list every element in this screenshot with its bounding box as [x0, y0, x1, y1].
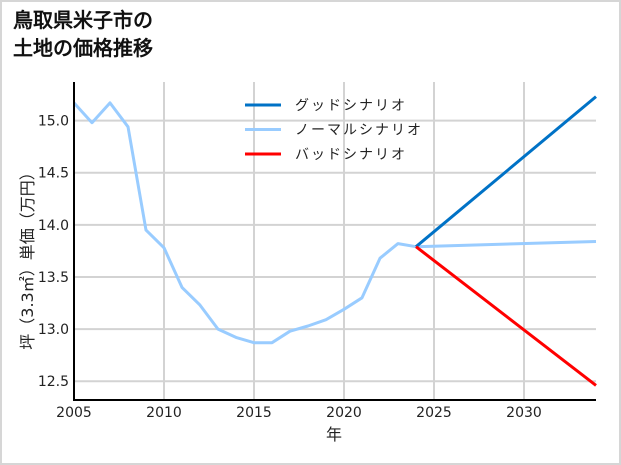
y-tick-label: 15.0 — [38, 114, 69, 130]
chart-title: 鳥取県米子市の 土地の価格推移 — [13, 6, 153, 62]
legend-label: グッドシナリオ — [295, 98, 407, 114]
series-lines — [72, 95, 597, 387]
axes — [73, 82, 596, 401]
y-tick-label: 14.5 — [38, 166, 69, 182]
y-axis-label: 坪（3.3㎡）単価（万円） — [18, 164, 37, 349]
series-line — [415, 245, 597, 387]
y-tick-label: 13.5 — [38, 270, 69, 286]
chart-title-line-2: 土地の価格推移 — [13, 36, 153, 60]
series-line — [415, 95, 597, 248]
grid-lines — [74, 82, 596, 400]
x-tick-label: 2005 — [56, 405, 92, 421]
y-tick-label: 13.0 — [38, 322, 69, 338]
series-line — [72, 101, 597, 345]
x-tick-label: 2025 — [416, 405, 452, 421]
legend-label: バッドシナリオ — [295, 147, 407, 163]
x-tick-label: 2010 — [146, 405, 182, 421]
chart-title-line-1: 鳥取県米子市の — [13, 8, 153, 32]
y-tick-label: 12.5 — [38, 374, 69, 390]
legend-label: ノーマルシナリオ — [295, 123, 423, 139]
x-tick-label: 2015 — [236, 405, 272, 421]
x-tick-label: 2030 — [506, 405, 542, 421]
x-tick-label: 2020 — [326, 405, 362, 421]
x-axis-label: 年 — [326, 425, 342, 444]
tick-labels: 2005 2010 2015 2020 2025 2030 12.5 13.0 13.5 14.0… — [38, 114, 542, 421]
y-tick-label: 14.0 — [38, 218, 69, 234]
